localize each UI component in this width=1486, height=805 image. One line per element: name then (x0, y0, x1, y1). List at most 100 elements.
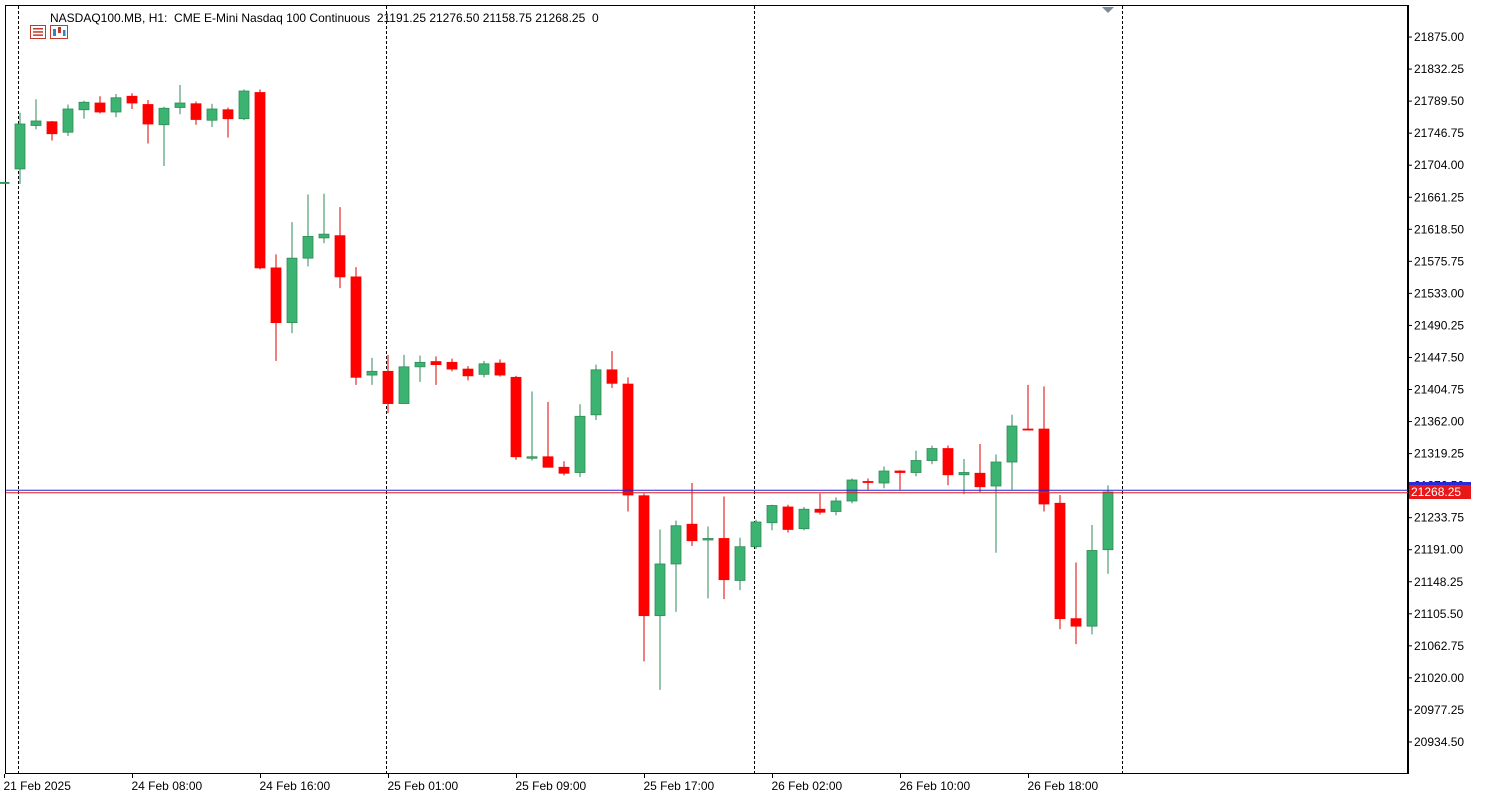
plot-area[interactable] (5, 5, 1408, 774)
candle[interactable] (1054, 494, 1066, 630)
candle[interactable] (430, 356, 442, 385)
candle[interactable] (270, 254, 282, 361)
candle[interactable] (62, 104, 74, 136)
candle[interactable] (846, 478, 858, 504)
candle[interactable] (174, 85, 186, 115)
candle[interactable] (1006, 414, 1018, 490)
candle-body (414, 361, 426, 368)
candle[interactable] (14, 112, 26, 184)
ohlc-values: 21191.25 21276.50 21158.75 21268.25 (376, 11, 586, 25)
candle[interactable] (638, 493, 650, 662)
candle[interactable] (1070, 562, 1082, 645)
candle[interactable] (894, 470, 906, 490)
candle[interactable] (750, 519, 762, 549)
candle[interactable] (206, 103, 218, 127)
candle[interactable] (910, 450, 922, 477)
candle[interactable] (190, 101, 202, 125)
candle-body (0, 182, 10, 184)
candle-body (686, 523, 698, 542)
candle[interactable] (0, 181, 10, 184)
candle[interactable] (30, 99, 42, 130)
candle[interactable] (622, 377, 634, 512)
candle[interactable] (590, 364, 602, 421)
candle[interactable] (238, 89, 250, 121)
candle[interactable] (670, 520, 682, 612)
candle[interactable] (526, 391, 538, 461)
candle[interactable] (958, 459, 970, 495)
candle[interactable] (606, 351, 618, 388)
candle[interactable] (478, 360, 490, 378)
candle[interactable] (398, 354, 410, 404)
candle-body (478, 363, 490, 375)
candle[interactable] (334, 207, 346, 289)
candle[interactable] (46, 120, 58, 141)
candle[interactable] (926, 445, 938, 465)
candle[interactable] (782, 504, 794, 533)
candle[interactable] (414, 355, 426, 382)
candle[interactable] (110, 94, 122, 118)
candle[interactable] (718, 496, 730, 600)
candle[interactable] (942, 445, 954, 486)
candle[interactable] (974, 444, 986, 492)
price-tick-label: 21789.50 (1414, 94, 1464, 108)
chart-properties-icon[interactable] (30, 11, 69, 39)
candle-body (574, 415, 586, 473)
candle[interactable] (702, 526, 714, 599)
candle[interactable] (78, 100, 90, 119)
candle[interactable] (798, 506, 810, 531)
candle-body (814, 508, 826, 513)
candle[interactable] (382, 354, 394, 414)
candle[interactable] (990, 454, 1002, 553)
price-tick-label: 21618.50 (1414, 222, 1464, 236)
time-axis: 21 Feb 2025 24 Feb 08:00 24 Feb 16:00 25 Fe… (4, 774, 1099, 793)
candle[interactable] (318, 193, 330, 244)
candle[interactable] (494, 359, 506, 377)
candles (0, 85, 1114, 690)
price-axis: 21875.00 21832.25 21789.50 21746.75 21704.00… (1408, 30, 1464, 749)
candle[interactable] (94, 96, 106, 114)
candle[interactable] (254, 89, 266, 270)
price-tick-label: 21148.25 (1414, 575, 1463, 589)
candle[interactable] (1086, 524, 1098, 635)
candle[interactable] (734, 537, 746, 591)
candle[interactable] (222, 107, 234, 138)
candle[interactable] (446, 358, 458, 372)
candle[interactable] (142, 100, 154, 144)
candle[interactable] (830, 497, 842, 516)
candle-body (62, 108, 74, 133)
candle[interactable] (878, 466, 890, 489)
candle[interactable] (558, 461, 570, 476)
candle[interactable] (350, 267, 362, 385)
menu-icon[interactable] (10, 11, 47, 39)
candle[interactable] (766, 504, 778, 531)
candle[interactable] (814, 493, 826, 515)
candle[interactable] (302, 194, 314, 267)
candle-body (446, 361, 458, 370)
candle[interactable] (462, 366, 474, 381)
candle-body (206, 108, 218, 121)
candle-body (638, 495, 650, 617)
candle[interactable] (542, 402, 554, 468)
candle[interactable] (286, 222, 298, 334)
candle[interactable] (1022, 384, 1034, 431)
candle[interactable] (126, 93, 138, 109)
candle[interactable] (686, 483, 698, 546)
candle-body (302, 236, 314, 259)
candle[interactable] (654, 529, 666, 690)
candle-body (830, 500, 842, 512)
time-tick-label: 25 Feb 01:00 (388, 779, 459, 793)
candle[interactable] (1102, 485, 1114, 574)
price-tick-label: 21447.50 (1414, 350, 1464, 364)
candle[interactable] (510, 375, 522, 460)
candle[interactable] (574, 404, 586, 478)
candle[interactable] (158, 106, 170, 166)
candle-body (1038, 428, 1050, 505)
scroll-marker-icon[interactable] (1102, 7, 1114, 13)
candle-body (894, 470, 906, 473)
candle[interactable] (366, 357, 378, 385)
candle[interactable] (862, 478, 874, 490)
candle-body (318, 233, 330, 239)
price-tick-label: 21362.00 (1414, 415, 1464, 429)
